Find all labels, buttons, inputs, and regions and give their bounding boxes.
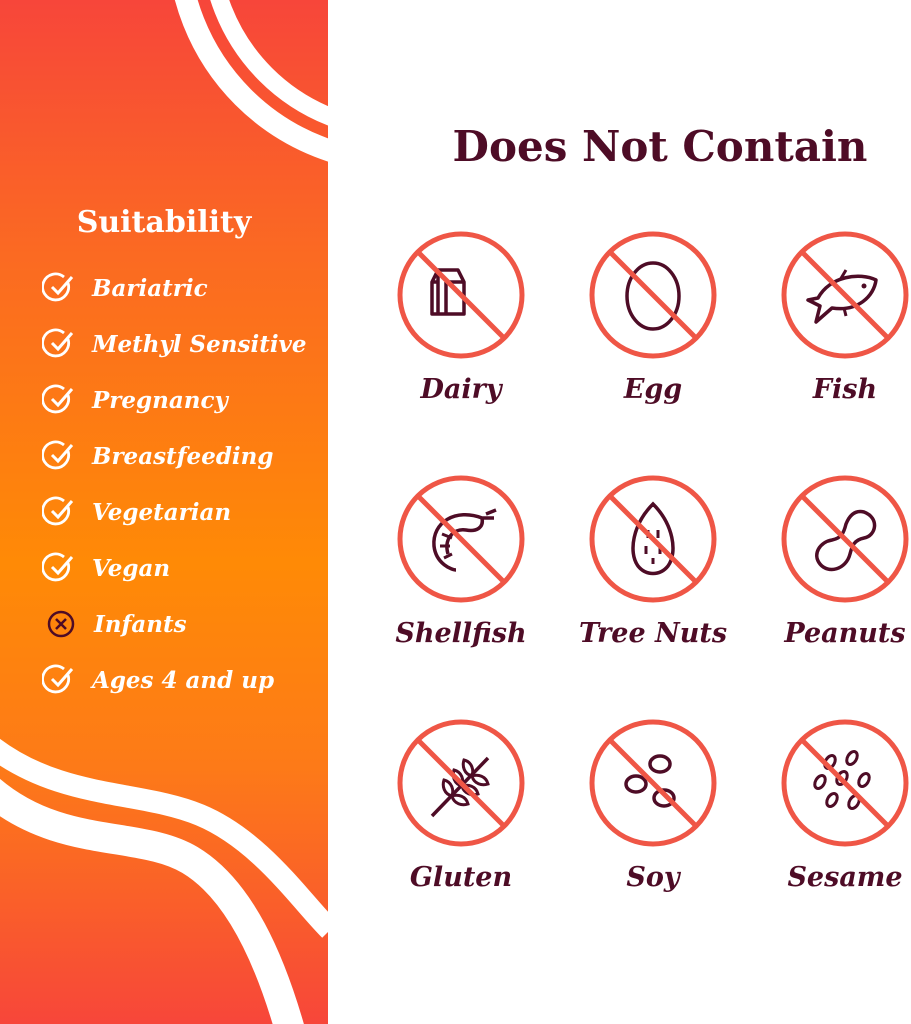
allergen-item: Fish xyxy=(755,230,911,405)
suitability-title: Suitability xyxy=(76,205,252,240)
suitability-label: Bariatric xyxy=(92,274,208,302)
suitability-label: Vegetarian xyxy=(92,498,232,526)
allergen-label: Shellfish xyxy=(395,618,527,649)
suitability-item: Methyl Sensitive xyxy=(42,327,307,361)
almond-icon xyxy=(589,475,717,603)
egg-icon xyxy=(589,231,717,359)
suitability-label: Breastfeeding xyxy=(92,442,274,470)
allergen-item: Dairy xyxy=(371,230,551,405)
suitability-item: Pregnancy xyxy=(42,383,228,417)
check-circle-icon xyxy=(42,384,74,414)
allergen-item: Tree Nuts xyxy=(563,474,743,649)
suitability-label: Pregnancy xyxy=(92,386,228,414)
allergen-label: Egg xyxy=(623,374,683,405)
suitability-label: Infants xyxy=(94,610,187,638)
allergen-item: Soy xyxy=(563,718,743,893)
check-circle-icon xyxy=(42,552,74,582)
allergen-label: Dairy xyxy=(420,374,502,405)
soybean-icon xyxy=(589,719,717,847)
peanut-icon xyxy=(781,475,909,603)
check-circle-icon xyxy=(42,496,74,526)
suitability-item: Ages 4 and up xyxy=(42,663,274,697)
suitability-panel: Suitability Bariatric Methyl Sensitive Pre… xyxy=(0,0,328,1024)
check-circle-icon xyxy=(42,328,74,358)
sesame-icon xyxy=(781,719,909,847)
suitability-item: Breastfeeding xyxy=(42,439,273,473)
allergen-item: Gluten xyxy=(371,718,551,893)
allergen-label: Tree Nuts xyxy=(578,618,728,649)
allergen-label: Sesame xyxy=(787,862,903,893)
suitability-label: Methyl Sensitive xyxy=(92,330,307,358)
suitability-label: Vegan xyxy=(92,554,171,582)
fish-icon xyxy=(781,231,909,359)
wheat-icon xyxy=(397,719,525,847)
suitability-item: Bariatric xyxy=(42,271,208,305)
allergen-label: Peanuts xyxy=(784,618,906,649)
milk-carton-icon xyxy=(397,231,525,359)
check-circle-icon xyxy=(42,664,74,694)
allergen-item: Sesame xyxy=(755,718,911,893)
allergen-label: Gluten xyxy=(409,862,513,893)
cross-circle-icon xyxy=(47,610,75,638)
allergen-item: Peanuts xyxy=(755,474,911,649)
suitability-label: Ages 4 and up xyxy=(92,666,275,694)
allergen-item: Egg xyxy=(563,230,743,405)
suitability-item: Vegan xyxy=(42,551,170,585)
allergen-item: Shellfish xyxy=(371,474,551,649)
does-not-contain-title: Does Not Contain xyxy=(452,122,868,171)
allergen-label: Soy xyxy=(626,862,680,893)
suitability-item: Infants xyxy=(44,607,187,641)
check-circle-icon xyxy=(42,272,74,302)
allergen-label: Fish xyxy=(812,374,878,405)
check-circle-icon xyxy=(42,440,74,470)
decorative-curves xyxy=(0,0,328,1024)
shrimp-icon xyxy=(397,475,525,603)
suitability-item: Vegetarian xyxy=(42,495,231,529)
